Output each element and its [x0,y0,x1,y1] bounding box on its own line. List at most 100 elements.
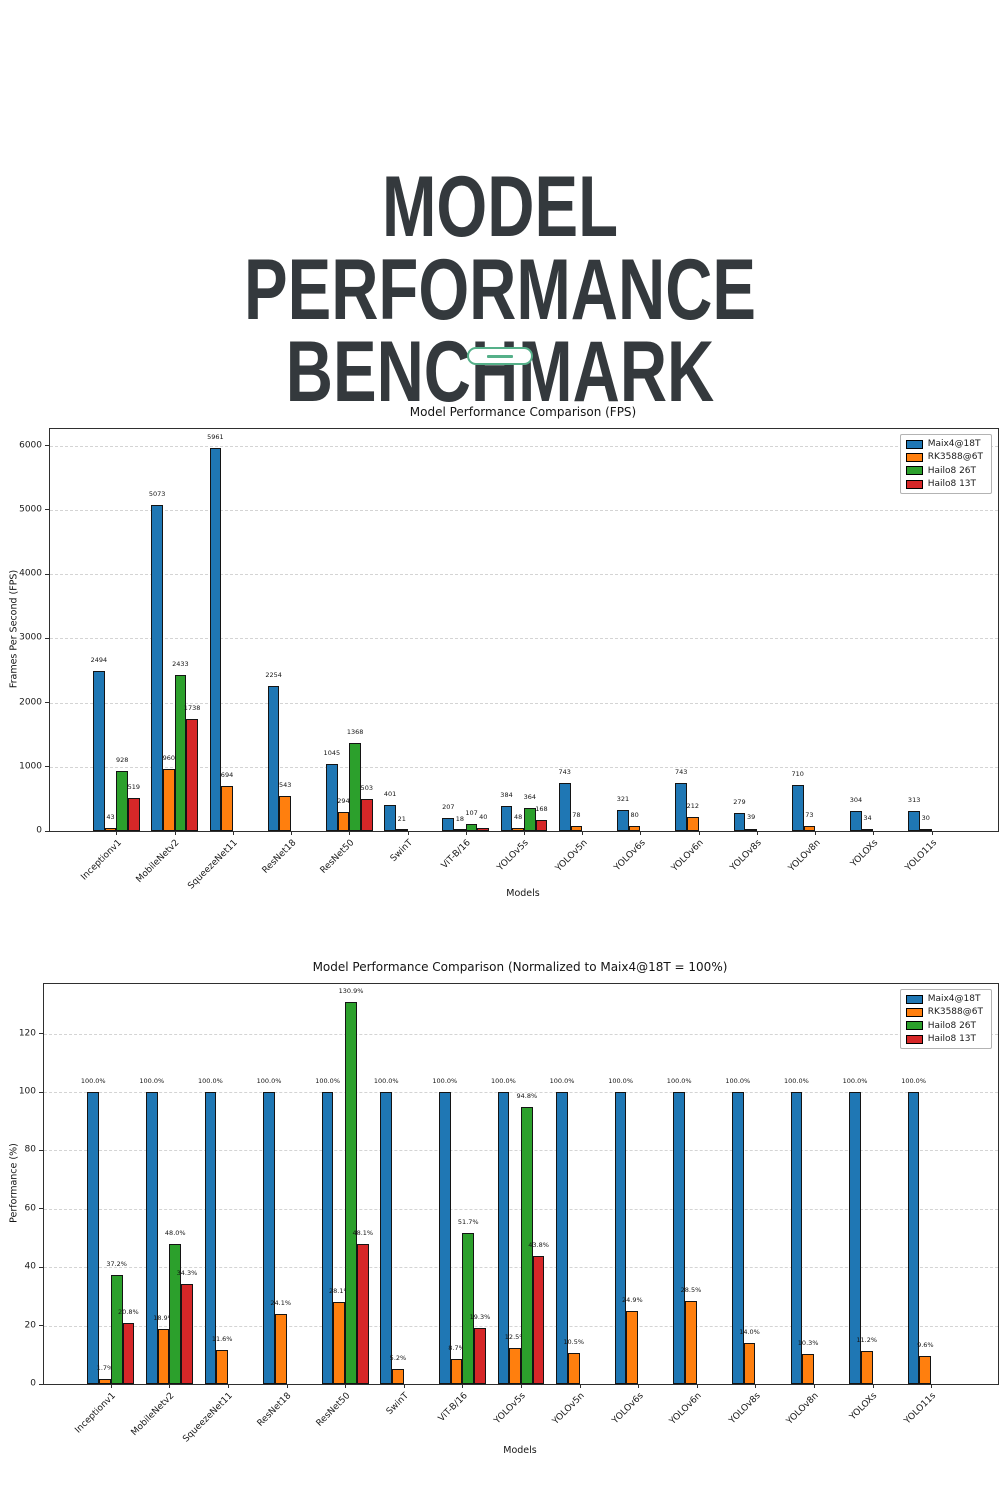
bar-value-label: 100.0% [80,1077,106,1086]
bar [186,719,198,831]
bar-value-label: 43 [106,813,115,822]
bar [169,1243,182,1384]
bar [349,743,361,831]
bar [116,771,129,831]
bar-value-label: 100.0% [608,1077,634,1086]
x-tick-label-text: YOLOXs [849,838,881,870]
x-tick-mark [403,1384,405,1388]
bar [162,769,175,831]
x-tick-mark [521,1384,522,1388]
bar [673,1092,686,1384]
x-tick-mark [407,831,409,835]
fps-chart-title: Model Performance Comparison (FPS) [409,405,637,419]
bar [333,1301,346,1384]
bar-value-label: 18 [455,814,465,823]
bar-value-label: 100.0% [491,1077,516,1086]
y-tick-mark [39,1208,43,1210]
bar [395,829,408,831]
bar-value-label: 100.0% [432,1077,458,1086]
y-tick-label: 100 [18,1086,36,1097]
bar-value-label: 168 [535,805,548,814]
y-tick-mark [45,702,49,704]
bar [128,797,140,831]
x-tick-mark [756,831,758,835]
bar-value-label: 28.1% [329,1286,350,1295]
legend-swatch [905,1008,923,1018]
x-tick-label-text: YOLOv8s [728,838,764,874]
bar-value-label: 294 [337,797,350,806]
legend-label: Maix4@18T [927,994,981,1004]
x-tick-mark [465,831,467,835]
bar-value-label: 928 [115,756,129,765]
y-tick-mark [45,445,49,447]
bar [337,812,350,831]
bar [99,1379,111,1384]
legend-item: Maix4@18T [905,439,983,449]
normalized-chart-ylabel: Performance (%) [8,1143,20,1223]
legend: Maix4@18T RK3588@6T Hailo8 26T Hailo8 13T [899,989,992,1050]
bar [524,807,536,831]
bar [474,1327,486,1384]
x-tick-label-text: SqueezeNet11 [186,838,240,892]
bar [263,1092,275,1384]
bar-value-label: 1.7% [96,1364,114,1373]
bar [731,1092,744,1384]
bar-value-label: 212 [686,802,700,811]
bar-value-label: 100.0% [198,1077,223,1086]
x-tick-label-text: YOLOv5s [495,838,532,874]
x-tick-label-text: YOLOv5n [553,838,590,874]
y-tick-mark [45,830,49,832]
x-tick-mark [169,1384,171,1388]
bar-value-label: 10.3% [797,1338,819,1347]
bar [104,828,117,831]
x-tick-label-text: YOLOv5s [492,1391,529,1427]
bar [145,1092,158,1384]
legend-swatch [905,453,923,463]
bar-value-label: 100.0% [373,1077,399,1086]
bar [326,763,338,831]
bar [384,805,396,831]
x-tick-label-text: YOLO11s [903,838,939,874]
bar [556,1092,568,1384]
bar-value-label: 401 [383,790,397,799]
bar-value-label: 100.0% [139,1077,165,1086]
bar-value-label: 21 [397,814,406,823]
bar [512,827,524,831]
bar [477,828,490,831]
bar [614,1092,627,1384]
y-tick-label: 20 [24,1320,36,1331]
bar [570,826,583,831]
bar-value-label: 94.8% [516,1092,538,1101]
normalized-chart: Model Performance Comparison (Normalized… [0,953,1000,1470]
page-title-line1: MODEL PERFORMANCE [243,159,757,338]
bar [204,1092,217,1384]
legend-label: Hailo8 13T [927,1034,977,1045]
bar-value-label: 384 [500,791,513,800]
bar [157,1328,170,1384]
bar-value-label: 24.1% [270,1298,292,1307]
bar-value-label: 11.2% [856,1336,878,1345]
y-tick-mark [39,1266,43,1268]
bar-value-label: 100.0% [784,1077,809,1086]
bar [392,1368,404,1384]
bar [803,826,816,831]
bar [321,1092,334,1384]
bar-value-label: 48.0% [164,1228,186,1237]
bar [462,1233,475,1384]
bar [216,1350,228,1384]
legend-item: RK3588@6T [905,1007,983,1018]
x-tick-mark [286,1384,288,1388]
x-tick-label-text: YOLOv8n [786,838,823,874]
x-tick-label-text: YOLOv8s [727,1391,763,1427]
bar [745,828,757,831]
bar [850,811,862,831]
y-tick-label: 60 [24,1203,36,1214]
bar-value-label: 78 [572,810,581,819]
bar-value-label: 503 [360,783,373,792]
x-tick-label-text: YOLOv5n [550,1391,587,1427]
fps-chart-plot-area: 0 1000 2000 3000 4000 5000 6000 2494 5073 5961 225… [19,428,999,892]
bar [438,1092,451,1384]
bar-value-label: 100.0% [666,1077,692,1086]
x-tick-mark [698,831,700,835]
legend-label: RK3588@6T [927,1007,983,1018]
